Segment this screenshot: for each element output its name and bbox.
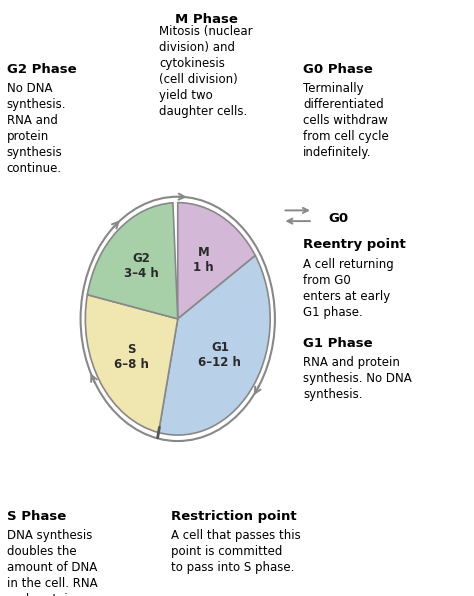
Text: A cell that passes this
point is committed
to pass into S phase.: A cell that passes this point is committ… [171, 529, 301, 575]
Text: S
6–8 h: S 6–8 h [114, 343, 149, 371]
Text: Mitosis (nuclear
division) and
cytokinesis
(cell division)
yield two
daughter ce: Mitosis (nuclear division) and cytokines… [159, 25, 253, 118]
Text: Reentry point: Reentry point [303, 238, 406, 252]
Text: M
1 h: M 1 h [193, 246, 214, 274]
Wedge shape [85, 294, 178, 433]
Text: G0: G0 [328, 212, 348, 225]
Text: DNA synthesis
doubles the
amount of DNA
in the cell. RNA
and protein are
also sy: DNA synthesis doubles the amount of DNA … [7, 529, 109, 596]
Text: G2
3–4 h: G2 3–4 h [124, 252, 159, 280]
Text: G0 Phase: G0 Phase [303, 63, 373, 76]
Text: A cell returning
from G0
enters at early
G1 phase.: A cell returning from G0 enters at early… [303, 258, 394, 319]
Text: G1
6–12 h: G1 6–12 h [199, 340, 241, 368]
Wedge shape [87, 203, 178, 319]
Text: Restriction point: Restriction point [171, 510, 296, 523]
Text: G1 Phase: G1 Phase [303, 337, 373, 350]
Text: Terminally
differentiated
cells withdraw
from cell cycle
indefinitely.: Terminally differentiated cells withdraw… [303, 82, 389, 159]
Text: No DNA
synthesis.
RNA and
protein
synthesis
continue.: No DNA synthesis. RNA and protein synthe… [7, 82, 66, 175]
Text: S Phase: S Phase [7, 510, 66, 523]
Text: M Phase: M Phase [175, 13, 237, 26]
Wedge shape [158, 256, 270, 435]
Text: RNA and protein
synthesis. No DNA
synthesis.: RNA and protein synthesis. No DNA synthe… [303, 356, 412, 402]
Wedge shape [178, 203, 255, 319]
Text: G2 Phase: G2 Phase [7, 63, 76, 76]
